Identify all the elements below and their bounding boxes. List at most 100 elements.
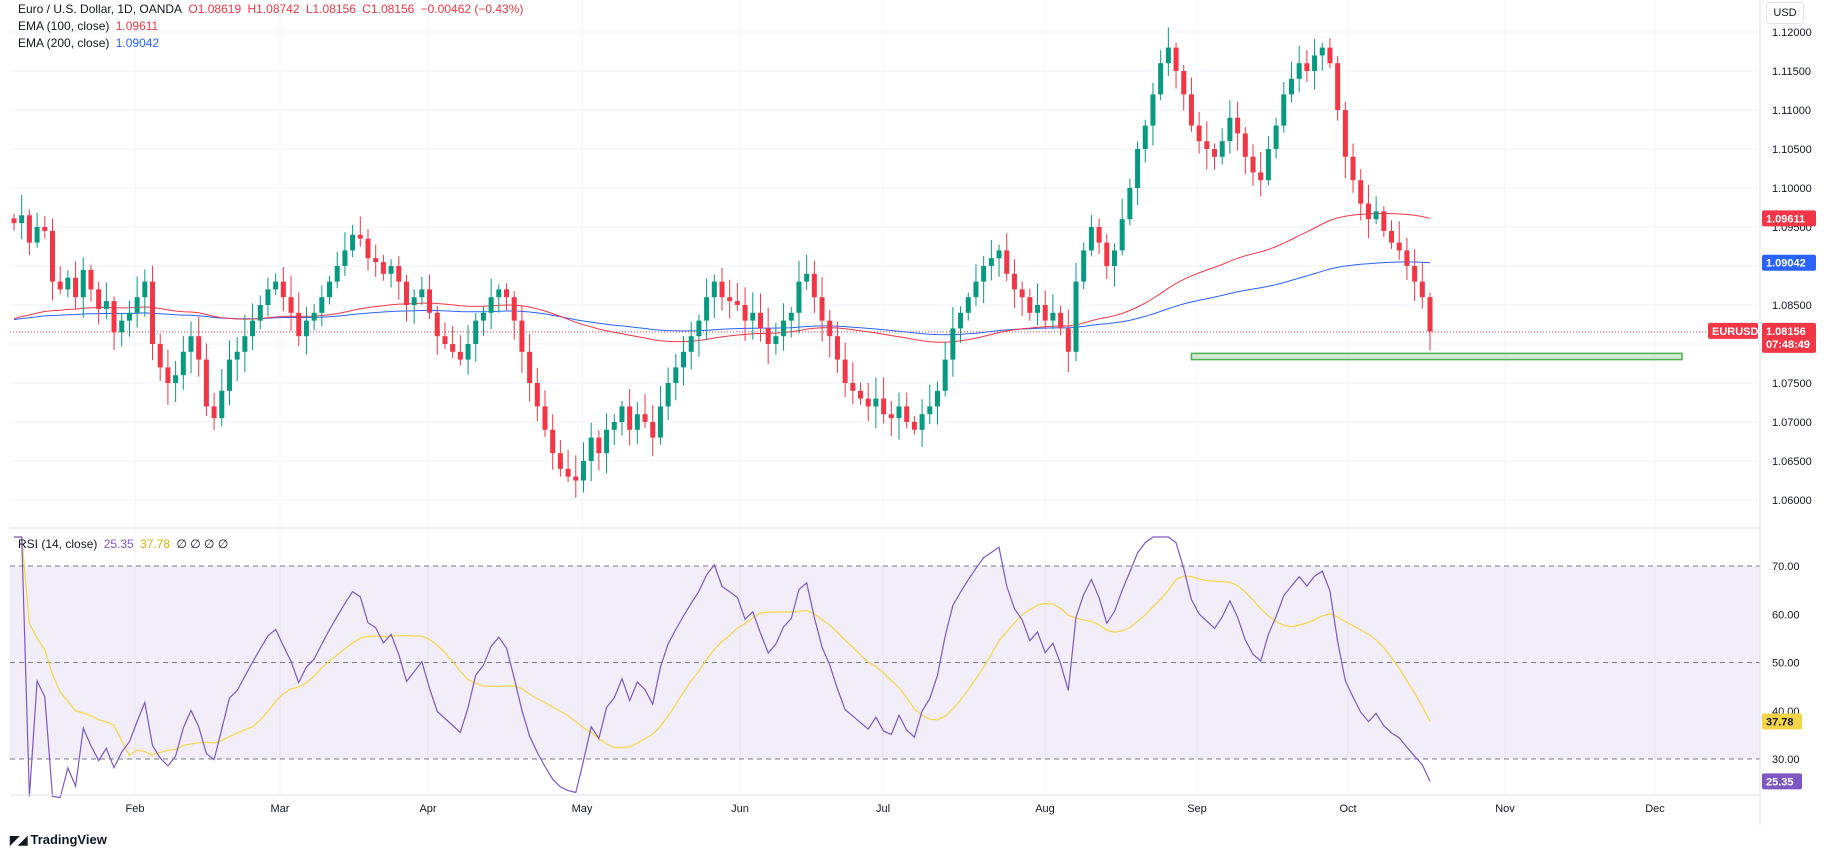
candle-body	[49, 230, 55, 282]
candle-body	[1373, 211, 1379, 220]
ema100-legend[interactable]: EMA (100, close) 1.09611	[18, 18, 161, 35]
candle-body	[719, 281, 725, 298]
candle-body	[1250, 156, 1256, 173]
candle-body	[473, 320, 479, 344]
candle-body	[1312, 55, 1318, 71]
time-tick-label: Sep	[1187, 803, 1207, 815]
candle-body	[1035, 305, 1041, 313]
candle-body	[1058, 312, 1064, 329]
candle-body	[396, 266, 402, 282]
rsi-badge-bg	[1762, 773, 1802, 790]
time-tick-label: Feb	[126, 803, 145, 815]
candle-body	[34, 227, 40, 243]
candle-body	[796, 281, 802, 313]
candle-body	[1304, 63, 1310, 71]
candle-body	[1389, 230, 1395, 243]
ema100-label: EMA (100, close)	[18, 19, 110, 33]
candle-body	[534, 383, 540, 407]
candle-body	[1350, 156, 1356, 181]
price-tick-label: 1.07000	[1772, 417, 1812, 429]
candle-body	[319, 297, 325, 313]
ema200-label: EMA (200, close)	[18, 36, 110, 50]
candle-body	[134, 297, 140, 313]
candle-body	[942, 359, 948, 391]
candle-body	[65, 277, 71, 290]
high-value: H1.08742	[247, 2, 300, 16]
candle-body	[604, 429, 610, 454]
candle-body	[480, 312, 486, 321]
candle-body	[888, 414, 894, 419]
candle-body	[234, 351, 240, 360]
candle-body	[819, 297, 825, 321]
price-tick-label: 1.07500	[1772, 378, 1812, 390]
candle-body	[1319, 47, 1325, 56]
candle-body	[804, 273, 810, 282]
rsi-extra-values: ∅ ∅ ∅ ∅	[176, 537, 229, 551]
ema200-badge-bg	[1762, 254, 1816, 271]
candle-body	[727, 297, 733, 302]
candle-body	[1065, 328, 1071, 352]
candle-body	[119, 320, 125, 333]
currency-button[interactable]: USD	[1766, 2, 1804, 24]
ema100-line	[13, 212, 1431, 343]
price-tick-label: 1.08500	[1772, 300, 1812, 312]
candle-body	[1404, 250, 1410, 266]
time-tick-label: Jul	[876, 803, 890, 815]
candle-body	[619, 406, 625, 422]
candle-body	[403, 281, 409, 305]
candle-body	[388, 266, 394, 274]
candle-body	[350, 234, 356, 251]
time-tick-label: Oct	[1339, 803, 1356, 815]
candle-body	[1011, 273, 1017, 290]
price-tick-label: 1.11000	[1772, 105, 1811, 117]
time-tick-label: Aug	[1035, 803, 1055, 815]
candle-body	[1227, 117, 1233, 142]
candle-body	[1273, 125, 1279, 149]
candle-body	[734, 301, 740, 305]
candle-body	[742, 305, 748, 321]
ema200-legend[interactable]: EMA (200, close) 1.09042	[18, 35, 162, 52]
candle-body	[457, 351, 463, 360]
tradingview-logo[interactable]: ◤◢ TradingView	[10, 832, 107, 847]
candle-body	[1342, 110, 1348, 157]
candle-body	[1242, 133, 1248, 157]
candle-body	[1181, 71, 1187, 95]
candle-body	[311, 312, 317, 321]
last-price-badge-text: 1.08156	[1766, 326, 1806, 338]
tradingview-logo-icon: ◤◢	[10, 833, 27, 847]
candle-body	[273, 281, 279, 290]
candle-body	[1258, 172, 1264, 181]
candle-body	[1127, 188, 1133, 220]
candle-body	[988, 258, 994, 266]
candle-body	[1042, 305, 1048, 321]
low-value: L1.08156	[305, 2, 356, 16]
candle-body	[550, 429, 556, 454]
ema100-badge-text: 1.09611	[1766, 213, 1805, 225]
rsi-legend[interactable]: RSI (14, close) 25.35 37.78 ∅ ∅ ∅ ∅	[18, 536, 231, 553]
candle-body	[911, 422, 917, 430]
candle-body	[1096, 227, 1102, 243]
candle-body	[373, 258, 379, 263]
rsi-tick-label: 30.00	[1772, 754, 1800, 766]
candle-body	[811, 273, 817, 298]
time-axis[interactable]: Feb Mar Apr May Jun Jul Aug Sep Oct Nov Dec	[126, 803, 1666, 815]
candle-body	[280, 281, 286, 298]
candle-body	[488, 297, 494, 313]
price-tick-label: 1.06500	[1772, 456, 1812, 468]
candle-body	[1296, 63, 1302, 79]
price-tick-label: 1.10000	[1772, 183, 1812, 195]
candle-body	[1365, 203, 1371, 220]
candle-body	[919, 414, 925, 430]
rsi-line	[14, 536, 1431, 799]
candle-body	[288, 297, 294, 313]
candle-body	[1358, 180, 1364, 204]
candle-body	[1135, 149, 1141, 188]
candle-body	[858, 390, 864, 399]
candle-body	[411, 297, 417, 305]
time-tick-label: Apr	[419, 803, 436, 815]
candle-body	[1188, 94, 1194, 126]
last-price-badge-bg	[1762, 322, 1816, 353]
symbol-title[interactable]: Euro / U.S. Dollar, 1D, OANDA	[18, 2, 183, 16]
